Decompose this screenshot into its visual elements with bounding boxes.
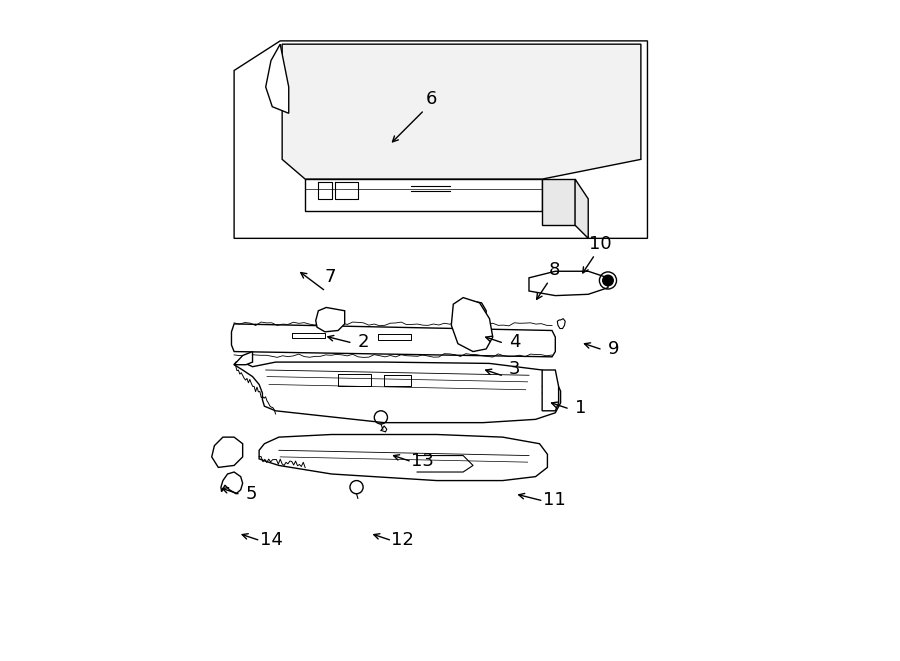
- Text: 5: 5: [246, 485, 257, 503]
- Text: 11: 11: [543, 491, 565, 510]
- Text: 13: 13: [411, 452, 434, 470]
- Polygon shape: [212, 437, 243, 467]
- Text: 2: 2: [357, 333, 369, 352]
- Polygon shape: [557, 319, 565, 329]
- Text: 3: 3: [508, 360, 520, 377]
- Polygon shape: [234, 362, 561, 422]
- Polygon shape: [529, 271, 608, 295]
- Polygon shape: [234, 352, 253, 365]
- Polygon shape: [542, 179, 575, 225]
- Text: 1: 1: [574, 399, 586, 417]
- Circle shape: [603, 275, 613, 286]
- Text: 9: 9: [608, 340, 619, 358]
- Text: 14: 14: [259, 531, 283, 549]
- Text: 7: 7: [325, 268, 336, 286]
- Polygon shape: [259, 434, 547, 481]
- Text: 10: 10: [589, 235, 611, 253]
- Polygon shape: [266, 44, 289, 113]
- Polygon shape: [316, 307, 345, 332]
- Polygon shape: [305, 179, 542, 211]
- Text: 12: 12: [392, 531, 414, 549]
- Text: 4: 4: [508, 333, 520, 352]
- Polygon shape: [542, 370, 559, 410]
- Polygon shape: [283, 44, 641, 179]
- Polygon shape: [220, 472, 243, 494]
- Text: 8: 8: [548, 261, 560, 279]
- Polygon shape: [461, 301, 486, 333]
- Polygon shape: [234, 41, 647, 239]
- Polygon shape: [575, 179, 589, 239]
- Text: 6: 6: [426, 90, 437, 108]
- Polygon shape: [451, 297, 493, 352]
- Polygon shape: [231, 324, 555, 357]
